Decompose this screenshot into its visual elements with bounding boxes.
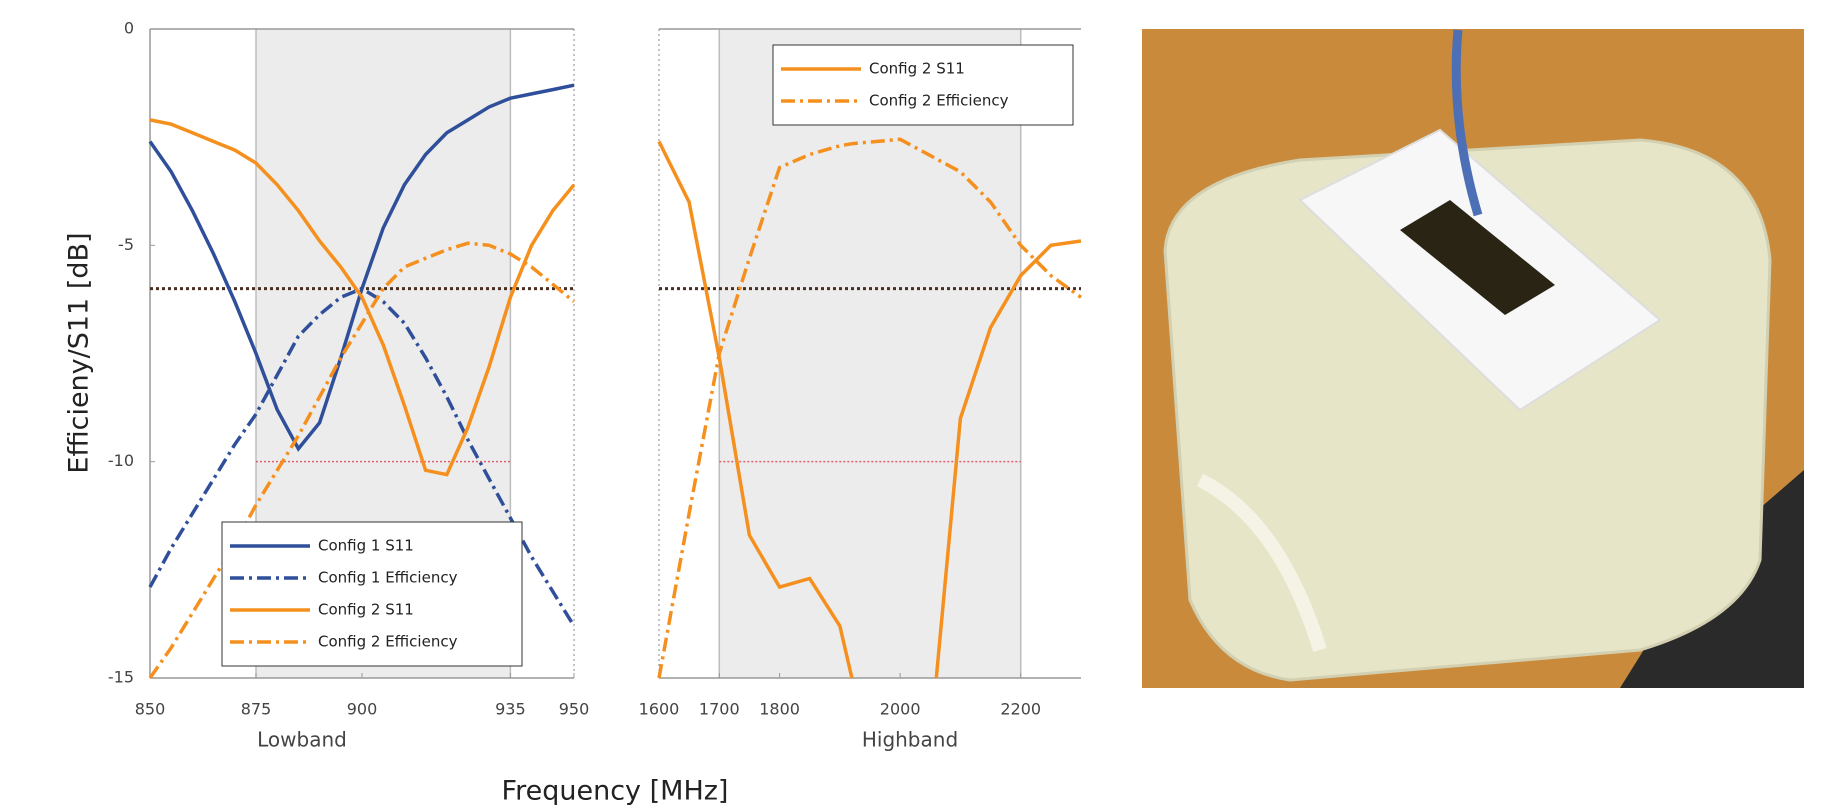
x-tick-label: 1600 (639, 700, 680, 719)
shaded-band (719, 29, 1021, 678)
series-line (148, 241, 576, 680)
x-tick-label: 1800 (759, 700, 800, 719)
series-line (149, 118, 576, 477)
y-axis-label: Efficieny/S11 [dB] (64, 232, 95, 473)
cable (1451, 29, 1483, 217)
x-tick-label: 2000 (880, 700, 921, 719)
y-tick-label: -10 (108, 451, 134, 470)
foam-edge (1196, 473, 1327, 653)
legend-box (772, 44, 1074, 126)
y-tick-label: -15 (108, 668, 134, 687)
x-tick-label: 950 (559, 700, 590, 719)
series-line (657, 140, 1082, 679)
y-tick-label: 0 (124, 19, 134, 38)
panel: 1600 1700 1800 2000 2200 Highband Config 2 S11… (639, 28, 1083, 752)
series-line (657, 137, 1083, 679)
series-line (148, 286, 576, 628)
x-tick-label: 1700 (699, 700, 740, 719)
legend-label: Config 1 S11 (318, 537, 414, 555)
x-tick-label: 900 (347, 700, 378, 719)
legend-label: Config 2 S11 (869, 60, 965, 78)
legend-label: Config 1 Efficiency (318, 569, 458, 587)
band-label: Highband (862, 728, 958, 752)
legend-label: Config 2 S11 (318, 601, 414, 619)
x-tick-label: 2200 (1000, 700, 1041, 719)
photo (1142, 29, 1804, 688)
x-tick-label: 875 (241, 700, 272, 719)
y-tick-label: -5 (118, 235, 134, 254)
x-tick-label: 935 (495, 700, 526, 719)
band-label: Lowband (257, 728, 347, 752)
x-axis-label: Frequency [MHz] (502, 776, 729, 807)
foam-block (1163, 138, 1772, 682)
legend-label: Config 2 Efficiency (318, 633, 458, 651)
antenna-module (1400, 200, 1555, 315)
x-tick-label: 850 (135, 700, 166, 719)
legend-label: Config 2 Efficiency (869, 92, 1009, 110)
